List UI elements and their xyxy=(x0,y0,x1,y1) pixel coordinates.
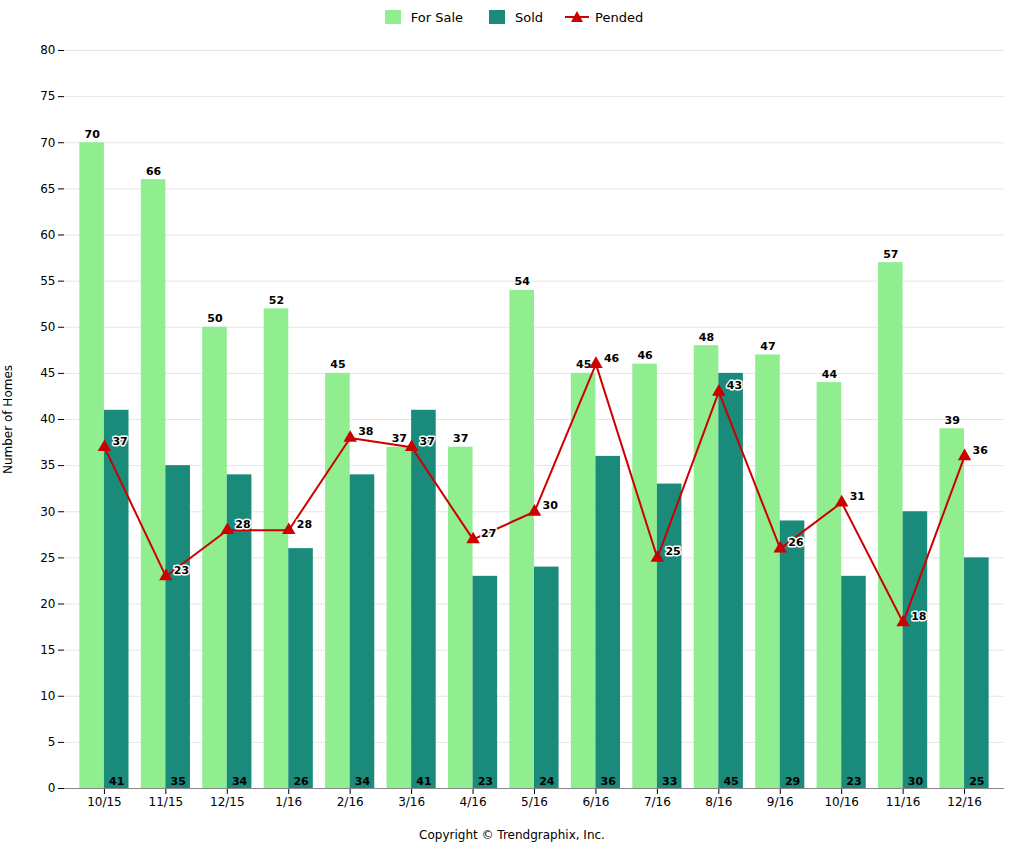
svg-text:10: 10 xyxy=(40,689,55,703)
html-text:Pended: Pended xyxy=(595,9,644,25)
svg-text:12/15: 12/15 xyxy=(210,795,245,809)
svg-text:27: 27 xyxy=(481,527,496,540)
svg-text:45: 45 xyxy=(330,358,345,371)
svg-text:0: 0 xyxy=(48,781,56,795)
svg-text:44: 44 xyxy=(822,368,838,381)
svg-text:10/16: 10/16 xyxy=(824,795,859,809)
svg-text:2/16: 2/16 xyxy=(337,795,364,809)
svg-text:38: 38 xyxy=(358,425,373,438)
svg-text:31: 31 xyxy=(850,490,865,503)
svg-text:25: 25 xyxy=(40,551,55,565)
svg-text:54: 54 xyxy=(515,275,531,288)
svg-text:9/16: 9/16 xyxy=(767,795,794,809)
svg-text:15: 15 xyxy=(40,643,55,657)
svg-text:29: 29 xyxy=(785,775,800,788)
svg-text:36: 36 xyxy=(601,775,617,788)
svg-text:55: 55 xyxy=(40,274,55,288)
svg-text:35: 35 xyxy=(171,775,186,788)
svg-text:4/16: 4/16 xyxy=(460,795,487,809)
svg-text:30: 30 xyxy=(543,499,559,512)
svg-text:65: 65 xyxy=(40,182,55,196)
svg-text:34: 34 xyxy=(232,775,248,788)
svg-text:46: 46 xyxy=(637,349,653,362)
svg-text:25: 25 xyxy=(969,775,984,788)
svg-text:75: 75 xyxy=(40,89,55,103)
svg-text:28: 28 xyxy=(235,518,250,531)
svg-text:60: 60 xyxy=(40,228,55,242)
svg-text:50: 50 xyxy=(40,320,55,334)
svg-text:37: 37 xyxy=(420,435,435,448)
svg-text:20: 20 xyxy=(40,597,55,611)
svg-text:37: 37 xyxy=(112,435,127,448)
svg-text:25: 25 xyxy=(665,545,680,558)
svg-text:70: 70 xyxy=(40,136,55,150)
svg-text:41: 41 xyxy=(109,775,124,788)
svg-text:41: 41 xyxy=(416,775,431,788)
svg-text:48: 48 xyxy=(699,331,714,344)
svg-text:30: 30 xyxy=(40,505,55,519)
svg-text:23: 23 xyxy=(846,775,861,788)
svg-text:30: 30 xyxy=(908,775,924,788)
svg-text:37: 37 xyxy=(392,432,407,445)
svg-text:18: 18 xyxy=(911,610,926,623)
svg-text:28: 28 xyxy=(297,518,312,531)
svg-text:47: 47 xyxy=(760,340,775,353)
svg-text:5: 5 xyxy=(48,735,56,749)
svg-text:45: 45 xyxy=(40,366,55,380)
svg-text:11/16: 11/16 xyxy=(886,795,921,809)
svg-text:7/16: 7/16 xyxy=(644,795,671,809)
svg-text:36: 36 xyxy=(973,444,989,457)
svg-text:39: 39 xyxy=(945,414,960,427)
svg-text:35: 35 xyxy=(40,458,55,472)
svg-text:45: 45 xyxy=(723,775,738,788)
svg-text:57: 57 xyxy=(883,248,898,261)
svg-text:45: 45 xyxy=(576,358,591,371)
svg-text:43: 43 xyxy=(727,379,742,392)
html-text:Copyright © Trendgraphix, Inc.: Copyright © Trendgraphix, Inc. xyxy=(419,828,605,842)
svg-text:10/15: 10/15 xyxy=(87,795,122,809)
svg-text:11/15: 11/15 xyxy=(149,795,184,809)
svg-text:26: 26 xyxy=(788,536,804,549)
svg-text:8/16: 8/16 xyxy=(705,795,732,809)
svg-text:Number of Homes: Number of Homes xyxy=(1,365,15,474)
svg-text:23: 23 xyxy=(478,775,493,788)
svg-text:40: 40 xyxy=(40,412,55,426)
html-text:For Sale: For Sale xyxy=(410,9,463,25)
svg-text:6/16: 6/16 xyxy=(582,795,609,809)
svg-text:70: 70 xyxy=(84,128,100,141)
svg-text:50: 50 xyxy=(207,312,223,325)
svg-text:37: 37 xyxy=(453,432,468,445)
svg-text:34: 34 xyxy=(355,775,371,788)
html-text:Sold: Sold xyxy=(515,9,544,25)
svg-text:23: 23 xyxy=(174,564,189,577)
svg-text:5/16: 5/16 xyxy=(521,795,548,809)
svg-text:12/16: 12/16 xyxy=(947,795,982,809)
svg-text:80: 80 xyxy=(40,43,55,57)
svg-text:3/16: 3/16 xyxy=(398,795,425,809)
svg-text:26: 26 xyxy=(293,775,309,788)
svg-text:33: 33 xyxy=(662,775,677,788)
svg-text:52: 52 xyxy=(269,294,284,307)
svg-text:24: 24 xyxy=(539,775,555,788)
svg-text:46: 46 xyxy=(604,352,620,365)
svg-text:1/16: 1/16 xyxy=(275,795,302,809)
svg-text:66: 66 xyxy=(146,165,162,178)
